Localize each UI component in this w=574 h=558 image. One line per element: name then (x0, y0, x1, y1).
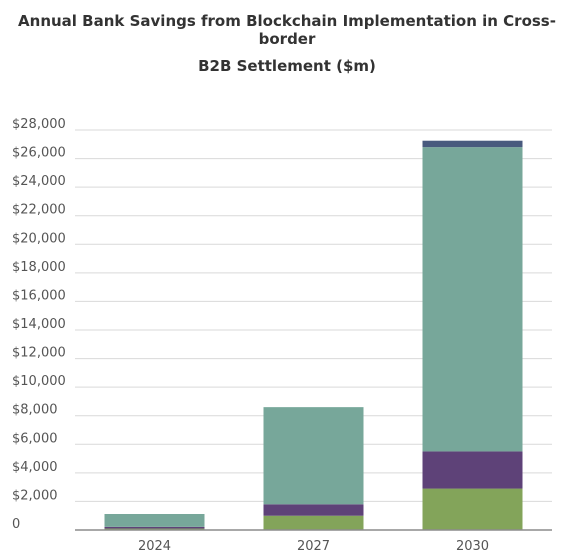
chart-title-line-1: Annual Bank Savings from Blockchain Impl… (18, 12, 556, 48)
bar-segment (263, 407, 364, 505)
y-tick-label: 0 (12, 517, 20, 532)
x-tick-label: 2027 (297, 539, 330, 554)
bars (104, 140, 523, 530)
y-tick-label: $28,000 (12, 117, 66, 132)
y-tick-label: $12,000 (12, 346, 66, 361)
y-tick-label: $14,000 (12, 317, 66, 332)
bar-segment (104, 514, 205, 527)
y-tick-label: $22,000 (12, 203, 66, 218)
bar-segment (422, 140, 523, 148)
y-tick-label: $24,000 (12, 174, 66, 189)
y-tick-label: $2,000 (12, 488, 58, 503)
bar-segment (263, 515, 364, 530)
y-tick-label: $10,000 (12, 374, 66, 389)
bar-segment (422, 488, 523, 530)
x-tick-label: 2030 (456, 539, 489, 554)
bar-segment (263, 504, 364, 516)
y-tick-label: $4,000 (12, 460, 58, 475)
y-tick-label: $8,000 (12, 403, 58, 418)
y-tick-label: $20,000 (12, 231, 66, 246)
y-tick-label: $16,000 (12, 288, 66, 303)
bar-segment (104, 526, 205, 529)
bar-segment (422, 147, 523, 452)
axes: 0 $2,000 $4,000 $6,000 $8,000 $10,000 $12,000 $… (12, 117, 552, 554)
bar-segment (422, 451, 523, 489)
chart-title-line-2: B2B Settlement ($m) (198, 57, 376, 75)
y-tick-label: $6,000 (12, 431, 58, 446)
x-tick-label: 2024 (138, 539, 171, 554)
y-tick-label: $26,000 (12, 146, 66, 161)
y-tick-label: $18,000 (12, 260, 66, 275)
